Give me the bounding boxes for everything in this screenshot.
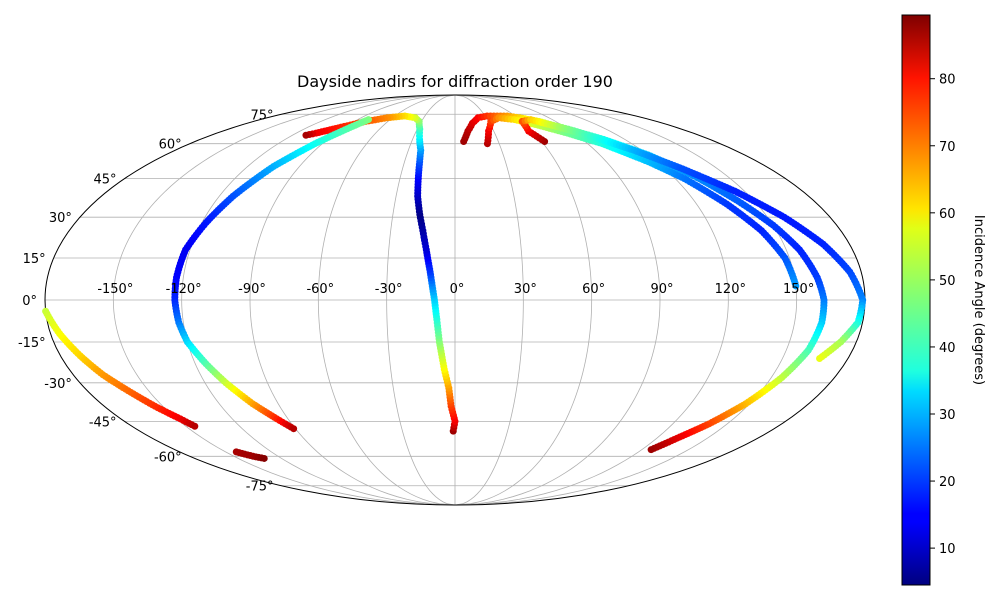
colorbar-ticks: 10 20 30 40 50 60 70 80 bbox=[930, 73, 956, 557]
data-points bbox=[42, 112, 867, 462]
map-grid bbox=[45, 95, 865, 505]
latitude-tick-label: 30° bbox=[49, 211, 72, 226]
colorbar: 10 20 30 40 50 60 70 80 Incidence Angle (degree… bbox=[901, 14, 986, 586]
longitude-tick-label: 90° bbox=[650, 282, 673, 297]
longitude-tick-label: -90° bbox=[238, 282, 266, 297]
latitude-tick-label: -75° bbox=[246, 480, 274, 495]
colorbar-tick-label: 20 bbox=[939, 475, 956, 490]
longitude-tick-label: 60° bbox=[582, 282, 605, 297]
colorbar-tick-label: 50 bbox=[939, 274, 956, 289]
data-point bbox=[191, 422, 199, 430]
colorbar-label: Incidence Angle (degrees) bbox=[971, 215, 986, 385]
latitude-tick-label: 75° bbox=[250, 108, 273, 123]
longitude-tick-label: 0° bbox=[450, 282, 465, 297]
latitude-tick-label: 60° bbox=[159, 138, 182, 153]
colorbar-tick-label: 60 bbox=[939, 207, 956, 222]
longitude-tick-label: 30° bbox=[514, 282, 537, 297]
latitude-labels: -75° -60° -45° -30° -15° 0° 15° 30° 45° 60° 75° bbox=[18, 108, 274, 494]
colorbar-tick-label: 10 bbox=[939, 542, 956, 557]
data-point bbox=[290, 425, 298, 433]
longitude-tick-label: -120° bbox=[166, 282, 202, 297]
data-point bbox=[260, 454, 268, 462]
latitude-tick-label: -30° bbox=[44, 377, 72, 392]
latitude-tick-label: 45° bbox=[94, 173, 117, 188]
latitude-tick-label: 0° bbox=[22, 294, 37, 309]
longitude-tick-label: -30° bbox=[375, 282, 403, 297]
data-point bbox=[792, 282, 800, 290]
colorbar-tick-label: 40 bbox=[939, 341, 956, 356]
data-point bbox=[816, 355, 824, 362]
colorbar-gradient bbox=[901, 14, 931, 586]
data-point bbox=[647, 446, 655, 454]
latitude-tick-label: 15° bbox=[23, 252, 46, 267]
longitude-tick-label: 150° bbox=[783, 282, 814, 297]
longitude-tick-label: -150° bbox=[97, 282, 133, 297]
latitude-tick-label: -60° bbox=[154, 450, 182, 465]
data-point bbox=[302, 131, 310, 139]
colorbar-tick-label: 30 bbox=[939, 408, 956, 423]
latitude-tick-label: -45° bbox=[89, 415, 117, 430]
latitude-tick-label: -15° bbox=[18, 336, 46, 351]
chart-title: Dayside nadirs for diffraction order 190 bbox=[297, 72, 613, 91]
longitude-labels: -150° -120° -90° -60° -30° 0° 30° 60° 90° 120° 150… bbox=[97, 282, 814, 297]
colorbar-tick-label: 70 bbox=[939, 140, 956, 155]
longitude-tick-label: -60° bbox=[306, 282, 334, 297]
colorbar-tick-label: 80 bbox=[939, 73, 956, 88]
longitude-tick-label: 120° bbox=[715, 282, 746, 297]
